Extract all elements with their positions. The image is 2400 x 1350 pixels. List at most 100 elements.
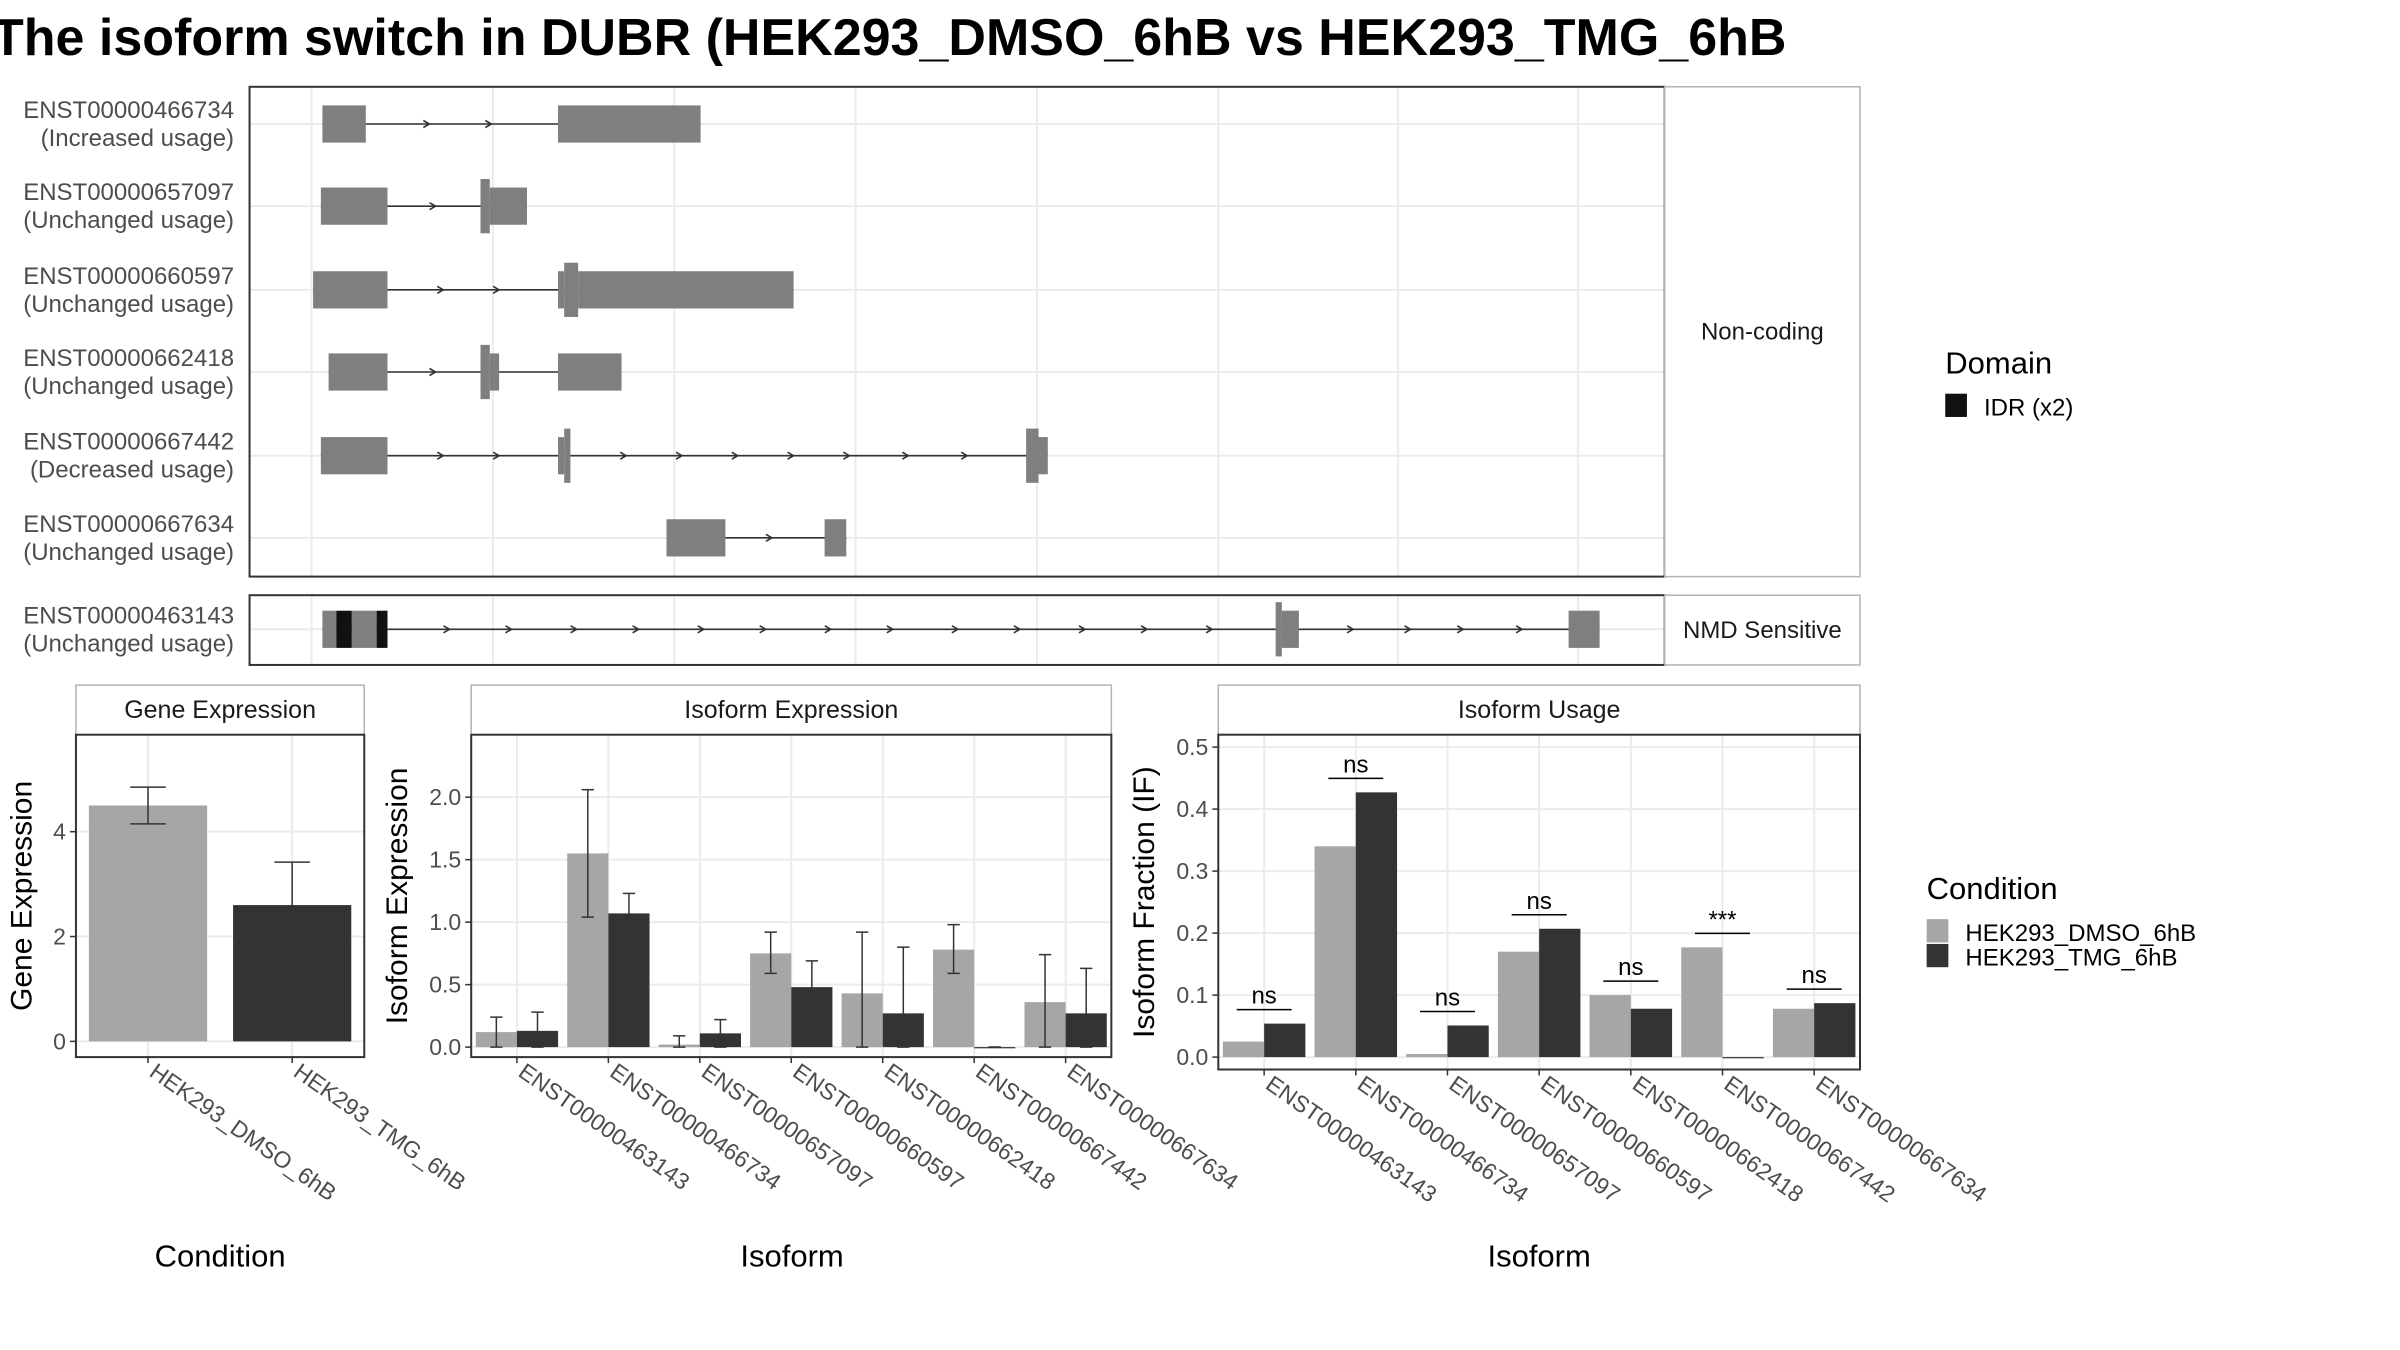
strand-arrow: [1013, 625, 1022, 634]
idr-domain-block: [336, 610, 352, 648]
bar: [1222, 1041, 1265, 1058]
bar: [1722, 1057, 1764, 1059]
y-axis-title: Isoform Fraction (IF): [1128, 766, 1161, 1038]
exon-block: [320, 187, 388, 225]
y-tick-label: 4: [53, 819, 66, 845]
exon-block: [351, 610, 377, 648]
bar: [1406, 1054, 1448, 1058]
chart-panel-border: [74, 733, 366, 1059]
strand-arrow: [731, 451, 740, 460]
x-tick-label: ENST00000667442: [971, 1058, 1151, 1195]
strand-arrow: [429, 367, 438, 377]
x-tick-label: ENST00000463143: [514, 1058, 694, 1195]
exon-block: [322, 610, 337, 648]
bar-charts: Gene Expression024HEK293_DMSO_6hBHEK293_…: [6, 684, 1992, 1273]
transcript-id-label: ENST00000660597: [23, 263, 234, 290]
exon-block: [564, 262, 579, 317]
chart-strip: [1217, 684, 1861, 736]
condition-legend-label: HEK293_TMG_6hB: [1965, 945, 2177, 972]
strand-arrow: [422, 119, 431, 129]
strand-arrow: [901, 451, 910, 460]
significance-label: ns: [1526, 888, 1551, 915]
bar: [1355, 792, 1398, 1058]
x-tick-label: ENST00000660597: [1536, 1070, 1716, 1207]
strand-arrow: [824, 625, 833, 634]
exon-block: [558, 271, 565, 309]
strand-arrow: [1404, 625, 1413, 634]
transcript-usage-label: (Increased usage): [41, 125, 234, 152]
exon-block: [328, 353, 388, 391]
facet-strip-label: NMD Sensitive: [1683, 617, 1842, 644]
y-tick-label: 0.0: [429, 1034, 461, 1060]
significance-label: ns: [1801, 962, 1826, 989]
x-tick-label: ENST00000667634: [1811, 1070, 1992, 1207]
transcript-usage-label: (Unchanged usage): [23, 373, 234, 400]
y-tick-label: 0.5: [429, 972, 461, 998]
x-tick-label: ENST00000466734: [1353, 1070, 1534, 1207]
exon-block: [1026, 428, 1039, 483]
facet-strip: [1663, 594, 1861, 666]
transcript-id-label: ENST00000667442: [23, 429, 234, 456]
strand-arrow: [960, 451, 969, 460]
y-tick-label: 0.1: [1176, 982, 1208, 1008]
strand-arrow: [765, 533, 774, 543]
y-tick-label: 0: [53, 1028, 66, 1054]
y-tick-label: 1.0: [429, 909, 461, 935]
exon-block: [558, 437, 565, 475]
bar: [1264, 1023, 1306, 1058]
x-tick-label: ENST00000662418: [1628, 1070, 1808, 1207]
significance-label: ns: [1343, 751, 1368, 778]
exon-block: [1275, 602, 1282, 657]
exon-block: [322, 105, 366, 143]
bar: [1497, 951, 1540, 1058]
strand-arrow: [886, 625, 895, 634]
transcript-id-label: ENST00000657097: [23, 179, 234, 206]
bar: [1314, 846, 1356, 1058]
strand-arrow: [436, 285, 445, 295]
strand-arrow: [1515, 625, 1524, 634]
y-tick-label: 0.0: [1176, 1044, 1208, 1070]
figure-title: The isoform switch in DUBR (HEK293_DMSO_…: [0, 9, 1786, 67]
transcript-usage-label: (Unchanged usage): [23, 630, 234, 657]
bar: [1630, 1008, 1673, 1058]
exon-block: [489, 187, 527, 225]
exon-block: [489, 353, 500, 391]
y-axis-title: Gene Expression: [6, 781, 39, 1011]
strand-arrow: [951, 625, 960, 634]
facet-strip: [1663, 86, 1861, 578]
exon-block: [666, 519, 726, 557]
exon-block: [320, 437, 388, 475]
strand-arrow: [842, 451, 851, 460]
chart-title: Isoform Usage: [1458, 696, 1621, 724]
exon-block: [558, 353, 622, 391]
y-tick-label: 2.0: [429, 784, 461, 810]
x-axis-title: Isoform: [740, 1238, 843, 1273]
chart-strip: [470, 684, 1113, 736]
x-tick-label: ENST00000667442: [1720, 1070, 1900, 1207]
x-tick-label: ENST00000660597: [788, 1058, 968, 1195]
bar: [1681, 947, 1723, 1058]
y-tick-label: 2: [53, 924, 66, 950]
significance-label: ***: [1708, 906, 1736, 933]
bar: [1539, 928, 1581, 1058]
strand-arrow: [505, 625, 514, 634]
transcript-id-label: ENST00000463143: [23, 602, 234, 629]
x-tick-label: ENST00000667634: [1063, 1058, 1244, 1195]
significance-label: ns: [1618, 954, 1643, 981]
x-tick-label: ENST00000463143: [1261, 1070, 1441, 1207]
transcript-id-label: ENST00000667634: [23, 511, 234, 538]
transcript-usage-label: (Unchanged usage): [23, 207, 234, 234]
transcript-id-label: ENST00000466734: [23, 97, 234, 124]
bar: [1589, 995, 1631, 1058]
transcript-usage-label: (Unchanged usage): [23, 291, 234, 318]
strand-arrow: [570, 625, 579, 634]
legends: Domain IDR (x2) Condition HEK293_DMSO_6hBHE…: [1926, 346, 2196, 972]
y-axis-title: Isoform Expression: [381, 768, 414, 1025]
exon-block: [824, 519, 847, 557]
transcript-structure-panel: Non-coding ENST00000466734(Increased usag…: [23, 85, 1861, 666]
strand-arrow: [1078, 625, 1087, 634]
exon-block: [1038, 437, 1048, 475]
strand-arrow: [1346, 625, 1355, 634]
significance-label: ns: [1251, 983, 1276, 1010]
